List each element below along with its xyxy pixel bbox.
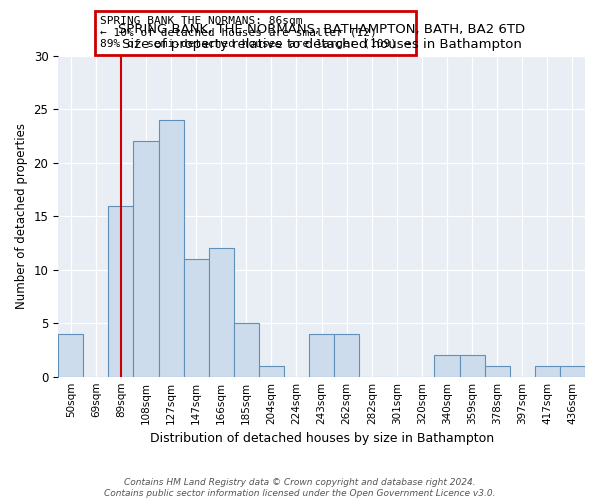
Bar	[434, 356, 460, 376]
Bar	[184, 259, 209, 376]
Bar	[109, 206, 133, 376]
Bar	[485, 366, 510, 376]
Bar	[259, 366, 284, 376]
Bar	[158, 120, 184, 376]
Title: SPRING BANK, THE NORMANS, BATHAMPTON, BATH, BA2 6TD
Size of property relative to: SPRING BANK, THE NORMANS, BATHAMPTON, BA…	[118, 22, 525, 50]
Bar	[309, 334, 334, 376]
Bar	[234, 323, 259, 376]
Y-axis label: Number of detached properties: Number of detached properties	[15, 124, 28, 310]
Text: Contains HM Land Registry data © Crown copyright and database right 2024.
Contai: Contains HM Land Registry data © Crown c…	[104, 478, 496, 498]
Bar	[535, 366, 560, 376]
Text: SPRING BANK THE NORMANS: 86sqm
← 10% of detached houses are smaller (12)
89% of : SPRING BANK THE NORMANS: 86sqm ← 10% of …	[100, 16, 411, 50]
Bar	[334, 334, 359, 376]
X-axis label: Distribution of detached houses by size in Bathampton: Distribution of detached houses by size …	[149, 432, 494, 445]
Bar	[460, 356, 485, 376]
Bar	[133, 142, 158, 376]
Bar	[560, 366, 585, 376]
Bar	[58, 334, 83, 376]
Bar	[209, 248, 234, 376]
